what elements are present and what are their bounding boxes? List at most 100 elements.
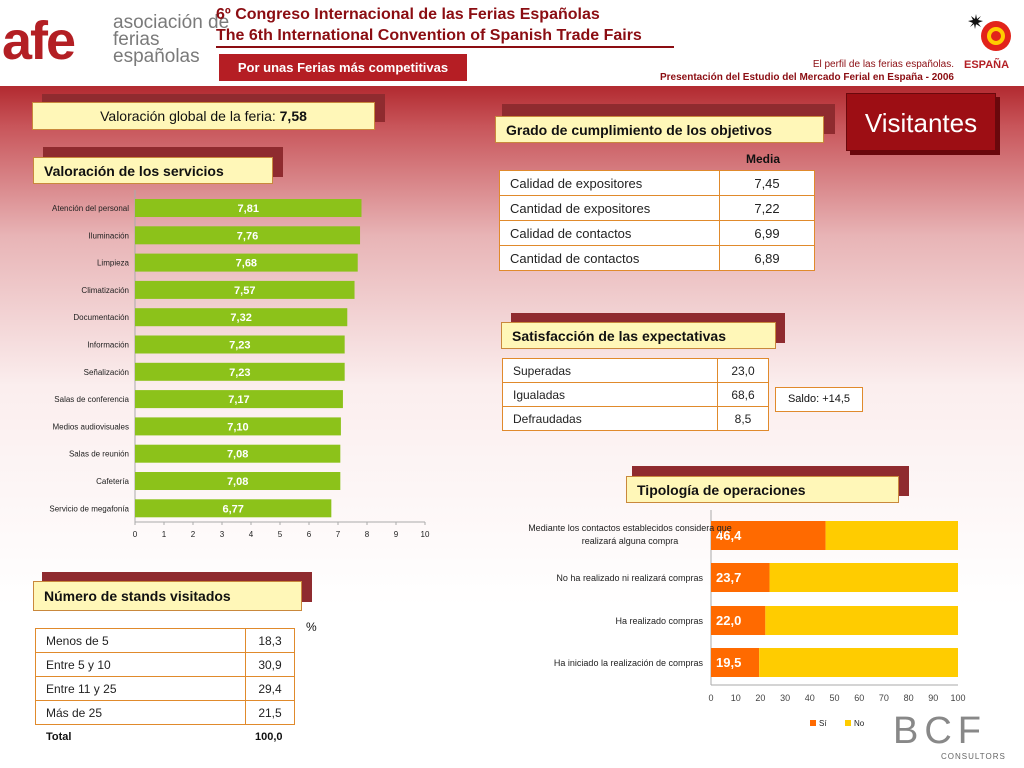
services-bar — [135, 253, 358, 272]
expectations-title: Satisfacción de las expectativas — [501, 322, 776, 349]
services-category-label: Medios audiovisuales — [53, 422, 130, 431]
afe-logo-text: asociación de ferias españolas — [113, 12, 230, 67]
row-value: 18,3 — [245, 628, 295, 653]
services-category-label: Atención del personal — [52, 204, 129, 213]
objectives-row: Cantidad de contactos 6,89 — [499, 245, 815, 271]
x-tick-label: 1 — [162, 530, 167, 539]
services-bar-value: 7,76 — [237, 230, 258, 242]
row-label: Más de 25 — [35, 700, 246, 725]
legend-swatch-yes — [810, 720, 816, 726]
services-bar — [135, 199, 362, 217]
operations-bar-no — [769, 563, 958, 592]
stands-table: Menos de 5 18,3 Entre 5 y 10 30,9 Entre 11 y… — [35, 628, 295, 725]
operations-category-label: No ha realizado ni realizará compras — [556, 573, 703, 583]
row-value: 6,89 — [719, 245, 815, 271]
stands-total-value: 100,0 — [255, 731, 283, 743]
services-bar-value: 7,81 — [238, 203, 259, 215]
services-bar — [135, 417, 341, 436]
x-tick-label: 70 — [879, 693, 889, 703]
row-label: Entre 5 y 10 — [35, 652, 246, 677]
overall-rating-label: Valoración global de la feria: — [100, 108, 276, 124]
row-value: 8,5 — [717, 406, 769, 431]
row-label: Menos de 5 — [35, 628, 246, 653]
services-bar — [135, 444, 341, 463]
stands-title: Número de stands visitados — [33, 581, 302, 611]
objectives-table: Calidad de expositores 7,45 Cantidad de ex… — [499, 170, 815, 271]
profile-line-1: El perfil de las ferias españolas. — [812, 59, 954, 70]
services-bar-value: 7,68 — [236, 258, 257, 270]
services-title: Valoración de los servicios — [33, 157, 273, 184]
row-label: Cantidad de expositores — [499, 195, 720, 221]
row-value: 6,99 — [719, 220, 815, 246]
services-bar-value: 7,23 — [229, 367, 250, 379]
row-value: 7,45 — [719, 170, 815, 196]
expectations-row: Superadas 23,0 — [502, 358, 769, 383]
expectations-table: Superadas 23,0 Igualadas 68,6 Defraudadas 8,5 — [502, 358, 769, 431]
row-label: Calidad de expositores — [499, 170, 720, 196]
stands-row: Más de 25 21,5 — [35, 700, 295, 725]
services-bar-chart: 7,81 Atención del personal 7,76 Iluminación… — [49, 190, 430, 539]
operations-bar-yes — [711, 606, 766, 635]
objectives-row: Calidad de expositores 7,45 — [499, 170, 815, 196]
operations-title: Tipología de operaciones — [626, 476, 899, 503]
title-underline — [216, 46, 674, 48]
services-bar — [135, 499, 332, 518]
title-spanish: 6º Congreso Internacional de las Ferias … — [216, 6, 600, 23]
page-header: afe asociación de ferias españolas 6º Co… — [0, 0, 1024, 86]
profile-line-2: Presentación del Estudio del Mercado Fer… — [660, 72, 954, 83]
title-english: The 6th International Convention of Span… — [216, 27, 642, 44]
services-bar — [135, 472, 341, 490]
x-tick-label: 40 — [805, 693, 815, 703]
row-label: Igualadas — [502, 382, 718, 407]
x-tick-label: 10 — [421, 530, 430, 539]
services-category-label: Iluminación — [89, 231, 129, 240]
x-tick-label: 0 — [708, 693, 713, 703]
x-tick-label: 30 — [780, 693, 790, 703]
x-tick-label: 60 — [854, 693, 864, 703]
overall-rating-value: 7,58 — [279, 108, 307, 124]
services-bar-value: 6,77 — [222, 503, 243, 515]
row-label: Cantidad de contactos — [499, 245, 720, 271]
x-tick-label: 4 — [249, 530, 254, 539]
operations-bar-value: 22,0 — [716, 613, 741, 628]
operations-bar-yes — [711, 563, 770, 592]
services-category-label: Señalización — [84, 368, 129, 377]
x-tick-label: 80 — [904, 693, 914, 703]
services-bar-value: 7,10 — [227, 421, 248, 433]
operations-bar-no — [765, 606, 958, 635]
services-category-label: Limpieza — [97, 259, 130, 268]
espana-logo-icon: ESPAÑA — [964, 14, 1011, 71]
objectives-row: Cantidad de expositores 7,22 — [499, 195, 815, 221]
x-tick-label: 10 — [731, 693, 741, 703]
services-bar — [135, 280, 355, 299]
stands-total-label: Total — [46, 731, 72, 743]
stands-row: Menos de 5 18,3 — [35, 628, 295, 653]
services-category-label: Información — [87, 341, 129, 350]
operations-bar-value: 19,5 — [716, 655, 741, 670]
row-value: 7,22 — [719, 195, 815, 221]
services-bar-value: 7,17 — [228, 394, 249, 406]
x-tick-label: 50 — [829, 693, 839, 703]
row-label: Entre 11 y 25 — [35, 676, 246, 701]
operations-category-label: Mediante los contactos establecidos cons… — [528, 523, 732, 533]
services-category-label: Servicio de megafonía — [49, 504, 129, 513]
services-bar — [135, 226, 361, 245]
x-tick-label: 6 — [307, 530, 312, 539]
x-tick-label: 3 — [220, 530, 225, 539]
stands-unit: % — [306, 620, 317, 634]
x-tick-label: 0 — [133, 530, 138, 539]
objectives-column-header: Media — [746, 152, 781, 166]
services-bar — [135, 308, 348, 327]
afe-logo-mark: afe — [2, 11, 76, 71]
objectives-row: Calidad de contactos 6,99 — [499, 220, 815, 246]
bcf-logo-text: BCF — [893, 710, 987, 752]
tagline-banner: Por unas Ferias más competitivas — [219, 54, 467, 81]
legend-label: No — [854, 719, 865, 728]
legend-swatch-no — [845, 720, 851, 726]
operations-bar-value: 46,4 — [716, 528, 742, 543]
services-category-label: Climatización — [81, 286, 129, 295]
services-bar-value: 7,57 — [234, 285, 255, 297]
x-tick-label: 7 — [336, 530, 341, 539]
services-category-label: Salas de reunión — [69, 450, 129, 459]
operations-category-label: Ha iniciado la realización de compras — [554, 658, 704, 668]
